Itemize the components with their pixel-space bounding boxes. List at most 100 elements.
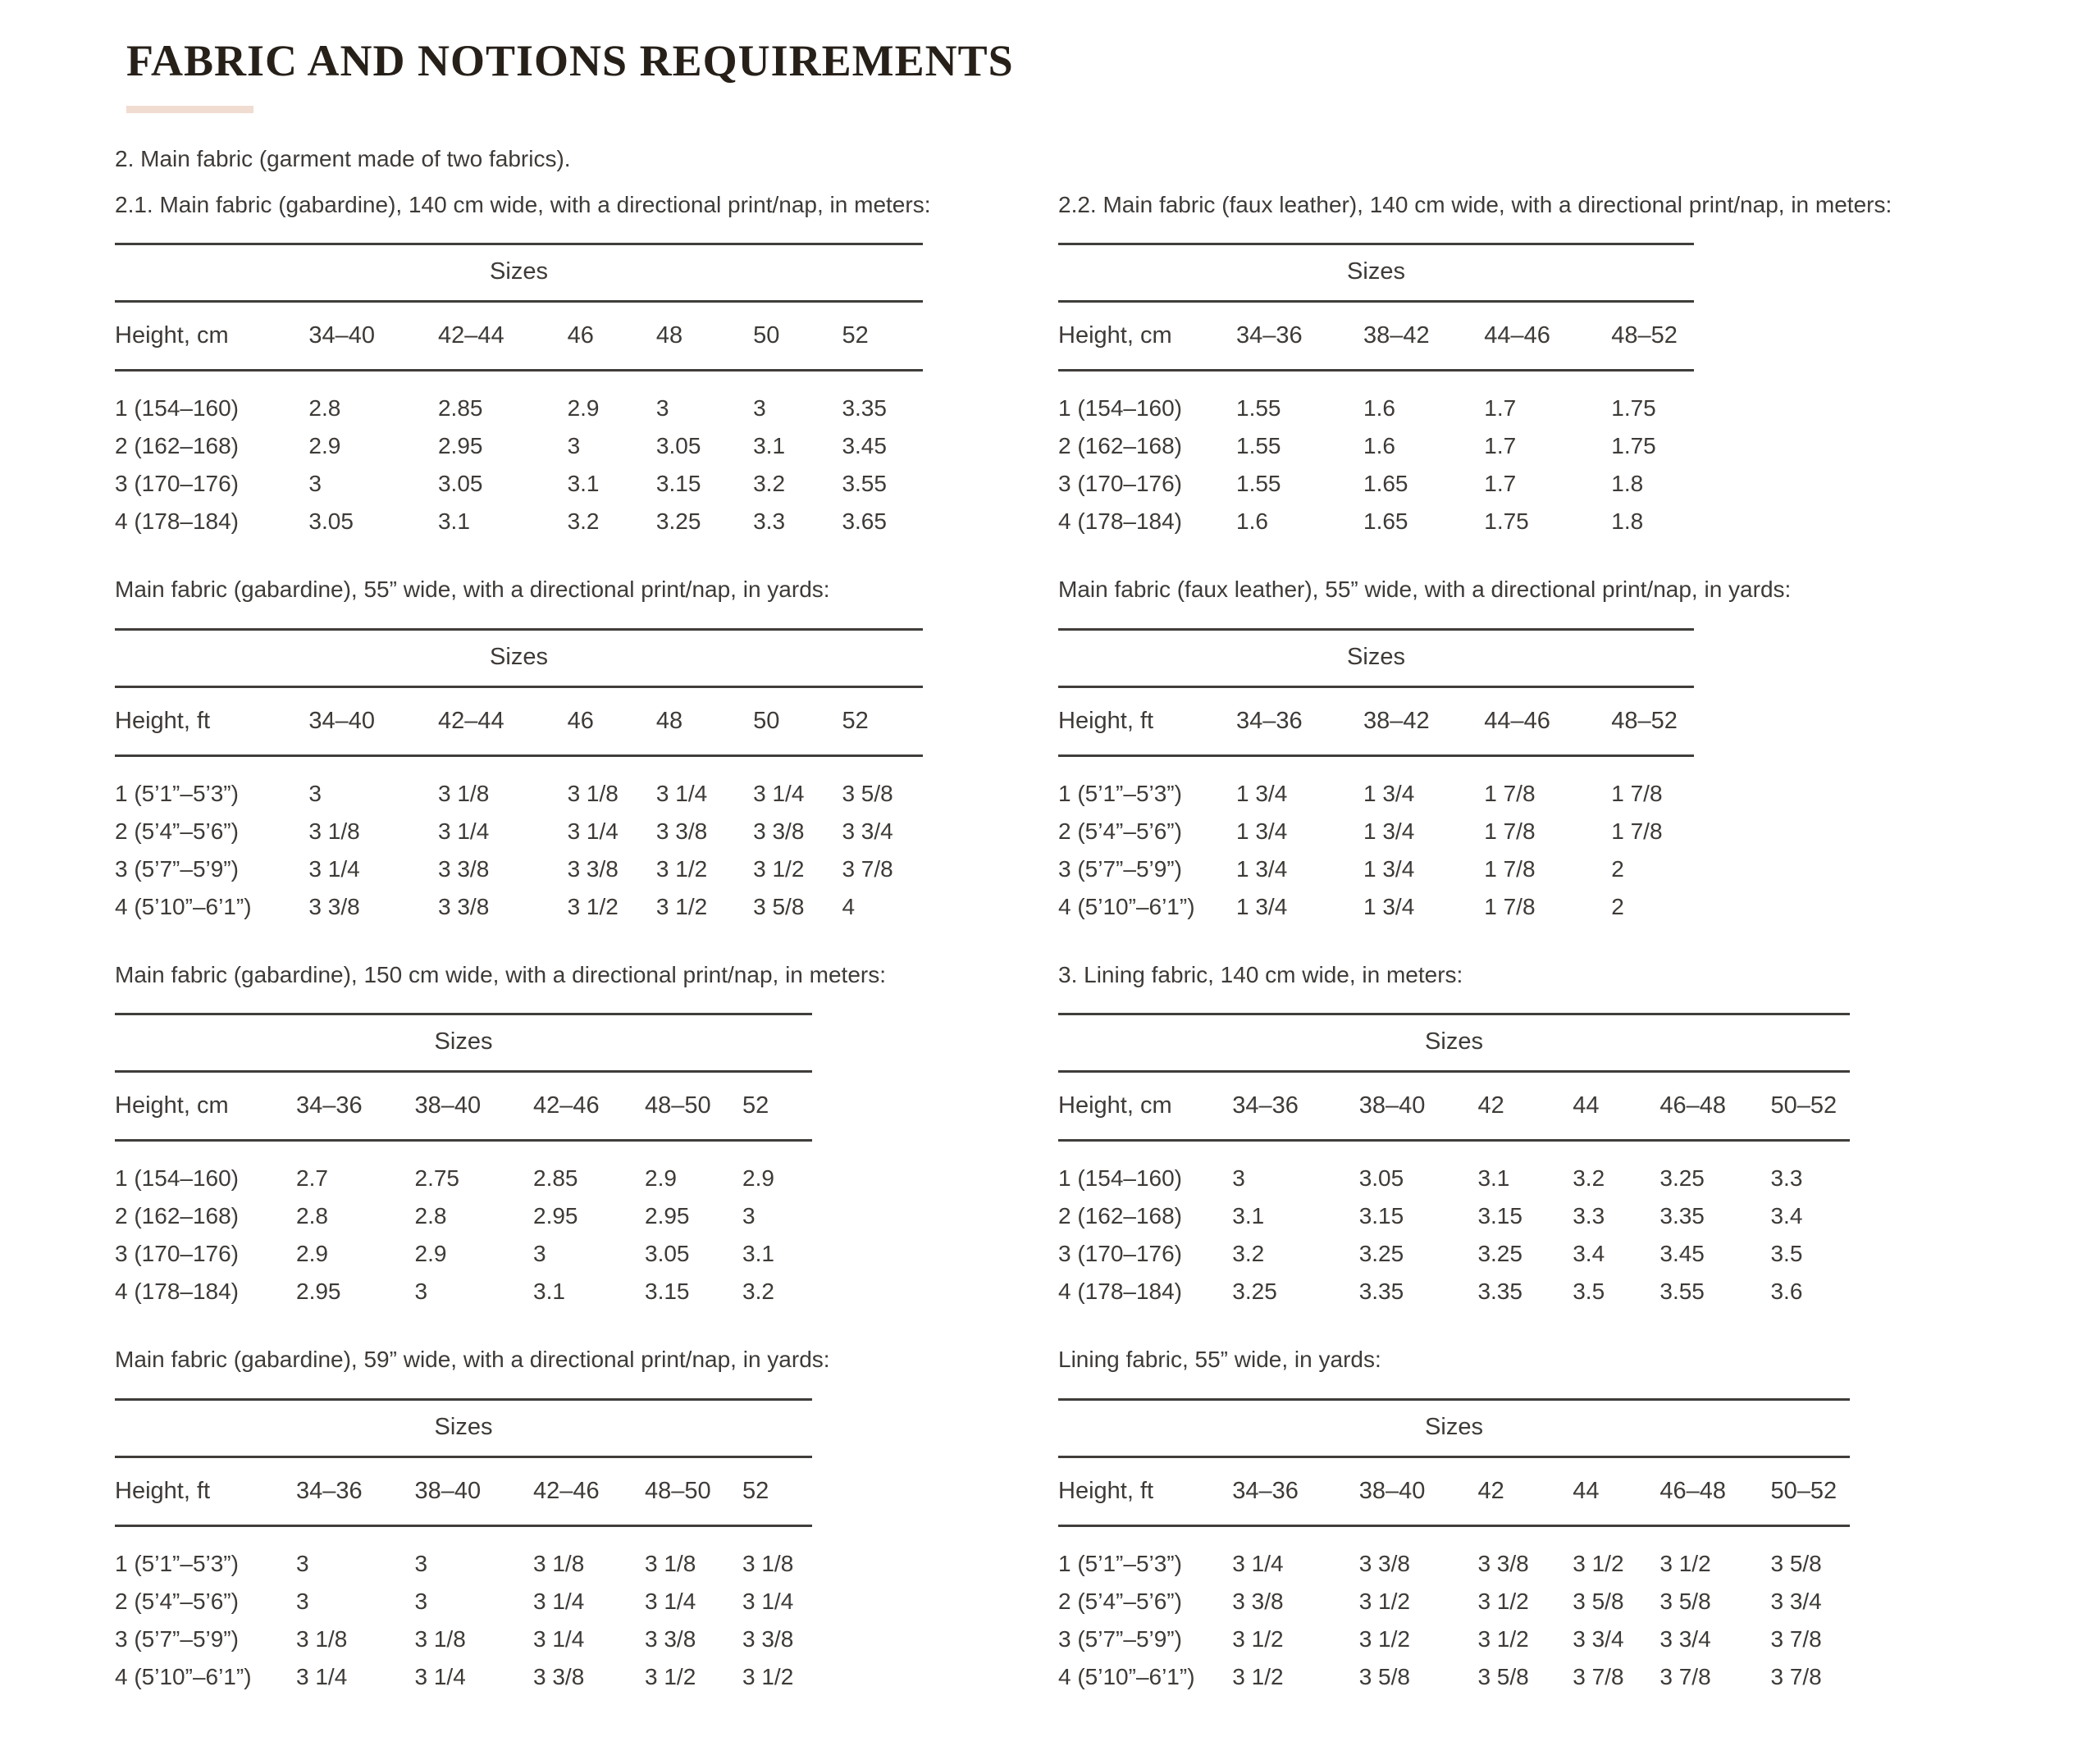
size-column-header: 50 [753, 301, 842, 372]
table-row: 3 (170–176) 1.55 1.65 1.7 1.8 [1058, 465, 1694, 503]
requirement-value-cell: 2.9 [742, 1165, 774, 1192]
requirement-value-cell: 3.1 [437, 508, 470, 535]
requirement-value-cell: 3 3/8 [1477, 1550, 1529, 1576]
height-column-header: Height, cm [115, 301, 309, 372]
requirement-value-cell: 1.6 [1363, 433, 1395, 459]
requirement-value-cell: 3 1/4 [296, 1663, 348, 1689]
requirement-value-cell: 3 1/2 [1573, 1550, 1624, 1576]
requirement-value-cell: 3.3 [1770, 1165, 1803, 1192]
requirement-value-cell: 3 1/2 [753, 855, 805, 882]
table-caption: Lining fabric, 55” wide, in yards: [1058, 1347, 1381, 1373]
requirement-value-cell: 1 3/4 [1236, 855, 1288, 882]
size-column-header: 38–40 [1358, 1456, 1478, 1527]
requirement-value-cell: 3 3/8 [567, 855, 619, 882]
column-header-row: Height, cm 34–36 38–42 44–46 48–52 [1058, 301, 1694, 372]
size-column-header: 50–52 [1770, 1456, 1850, 1527]
height-column-header: Height, ft [115, 686, 309, 757]
requirement-value-cell: 3 3/8 [655, 818, 708, 844]
size-column-header: 50 [753, 686, 842, 757]
requirement-value-cell: 1 3/4 [1236, 780, 1288, 806]
requirement-value-cell: 2 [1611, 893, 1624, 919]
height-row-label: 4 (178–184) [115, 1279, 240, 1305]
requirement-value-cell: 3.15 [645, 1279, 690, 1305]
requirement-value-cell: 3 [296, 1550, 309, 1576]
requirement-value-cell: 3 1/4 [533, 1625, 585, 1652]
fabric-requirements-table: Sizes Height, cm 34–40 42–44 46 48 50 52 1 (154–… [115, 243, 923, 540]
table-row: 3 (5’7”–5’9”) 1 3/4 1 3/4 1 7/8 2 [1058, 850, 1694, 888]
height-column-header: Height, cm [1058, 1071, 1233, 1142]
height-row-label: 2 (162–168) [1058, 433, 1183, 459]
requirement-value-cell: 1.8 [1611, 471, 1644, 497]
size-column-header: 44 [1573, 1456, 1660, 1527]
table-row: 2 (162–168) 1.55 1.6 1.7 1.75 [1058, 427, 1694, 465]
requirement-value-cell: 3 7/8 [1573, 1663, 1624, 1689]
requirement-value-cell: 3 [414, 1550, 428, 1576]
sizes-spanner-label: Sizes [115, 629, 923, 688]
requirement-value-cell: 3.3 [753, 508, 786, 535]
size-column-header: 34–36 [296, 1071, 415, 1142]
size-column-header: 42–46 [533, 1456, 645, 1527]
requirement-value-cell: 1 3/4 [1236, 818, 1288, 844]
requirement-value-cell: 2.75 [414, 1165, 460, 1192]
height-row-label: 2 (5’4”–5’6”) [1058, 1588, 1182, 1614]
sizes-header-row: Sizes [115, 1014, 812, 1074]
requirement-value-cell: 3 3/8 [437, 893, 490, 919]
height-row-label: 3 (170–176) [115, 1241, 240, 1267]
requirement-value-cell: 3.55 [842, 471, 887, 497]
requirement-value-cell: 1.55 [1236, 471, 1281, 497]
size-column-header: 34–36 [296, 1456, 415, 1527]
column-header-row: Height, ft 34–40 42–44 46 48 50 52 [115, 686, 923, 757]
requirement-value-cell: 3 1/8 [645, 1550, 696, 1576]
requirement-value-cell: 3 [1232, 1165, 1245, 1192]
requirement-value-cell: 1 3/4 [1363, 818, 1415, 844]
requirement-value-cell: 3 1/2 [1358, 1625, 1410, 1652]
sizes-spanner-label: Sizes [115, 1014, 812, 1074]
requirement-value-cell: 3.05 [655, 433, 701, 459]
table-row: 1 (5’1”–5’3”) 3 3 1/8 3 1/8 3 1/4 3 1/4 3 5/8 [115, 755, 923, 813]
table-row: 2 (5’4”–5’6”) 3 3 3 1/4 3 1/4 3 1/4 [115, 1583, 812, 1621]
section-intro-text: 2. Main fabric (garment made of two fabr… [115, 145, 571, 171]
height-row-label: 4 (5’10”–6’1”) [115, 1663, 252, 1689]
size-column-header: 38–40 [414, 1071, 533, 1142]
height-column-header: Height, cm [115, 1071, 296, 1142]
table-row: 3 (5’7”–5’9”) 3 1/8 3 1/8 3 1/4 3 3/8 3 3/8 [115, 1621, 812, 1658]
height-row-label: 1 (5’1”–5’3”) [1058, 1550, 1182, 1576]
requirement-value-cell: 2.85 [533, 1165, 578, 1192]
requirement-value-cell: 1.7 [1484, 433, 1517, 459]
requirement-value-cell: 3 5/8 [753, 893, 805, 919]
column-header-row: Height, cm 34–40 42–44 46 48 50 52 [115, 301, 923, 372]
requirement-value-cell: 3.1 [1232, 1203, 1265, 1229]
height-row-label: 2 (5’4”–5’6”) [115, 1588, 239, 1614]
requirement-value-cell: 2.9 [296, 1241, 328, 1267]
requirement-value-cell: 3 3/8 [1232, 1588, 1284, 1614]
table-block-faux-leather-55in-yards: Main fabric (faux leather), 55” wide, wi… [1058, 575, 1854, 925]
requirement-value-cell: 3 [414, 1279, 428, 1305]
size-column-header: 48–52 [1611, 301, 1694, 372]
requirement-value-cell: 4 [842, 893, 856, 919]
requirement-value-cell: 1.65 [1363, 508, 1408, 535]
requirement-value-cell: 2.9 [308, 433, 341, 459]
requirement-value-cell: 3 1/2 [1232, 1625, 1284, 1652]
requirement-value-cell: 3 1/2 [1232, 1663, 1284, 1689]
height-row-label: 3 (170–176) [1058, 1241, 1183, 1267]
requirement-value-cell: 3.25 [655, 508, 701, 535]
size-column-header: 34–36 [1232, 1071, 1359, 1142]
table-caption: Main fabric (gabardine), 150 cm wide, wi… [115, 961, 886, 987]
requirement-value-cell: 3.15 [1358, 1203, 1404, 1229]
size-column-header: 52 [742, 1071, 812, 1142]
requirement-value-cell: 3 1/2 [1659, 1550, 1711, 1576]
requirement-value-cell: 3 5/8 [1659, 1588, 1711, 1614]
requirement-value-cell: 3.1 [1477, 1165, 1510, 1192]
requirement-value-cell: 3.15 [655, 471, 701, 497]
sizes-header-row: Sizes [115, 1399, 812, 1458]
size-column-header: 48–50 [645, 1071, 742, 1142]
sizes-spanner-label: Sizes [115, 1399, 812, 1458]
table-row: 1 (154–160) 2.8 2.85 2.9 3 3 3.35 [115, 371, 923, 428]
requirement-value-cell: 3.5 [1573, 1279, 1605, 1305]
requirement-value-cell: 1 3/4 [1363, 855, 1415, 882]
height-row-label: 4 (178–184) [1058, 508, 1183, 535]
height-row-label: 3 (170–176) [115, 471, 240, 497]
requirement-value-cell: 3 3/4 [842, 818, 893, 844]
height-row-label: 2 (162–168) [115, 1203, 240, 1229]
requirement-value-cell: 2.85 [437, 395, 483, 422]
